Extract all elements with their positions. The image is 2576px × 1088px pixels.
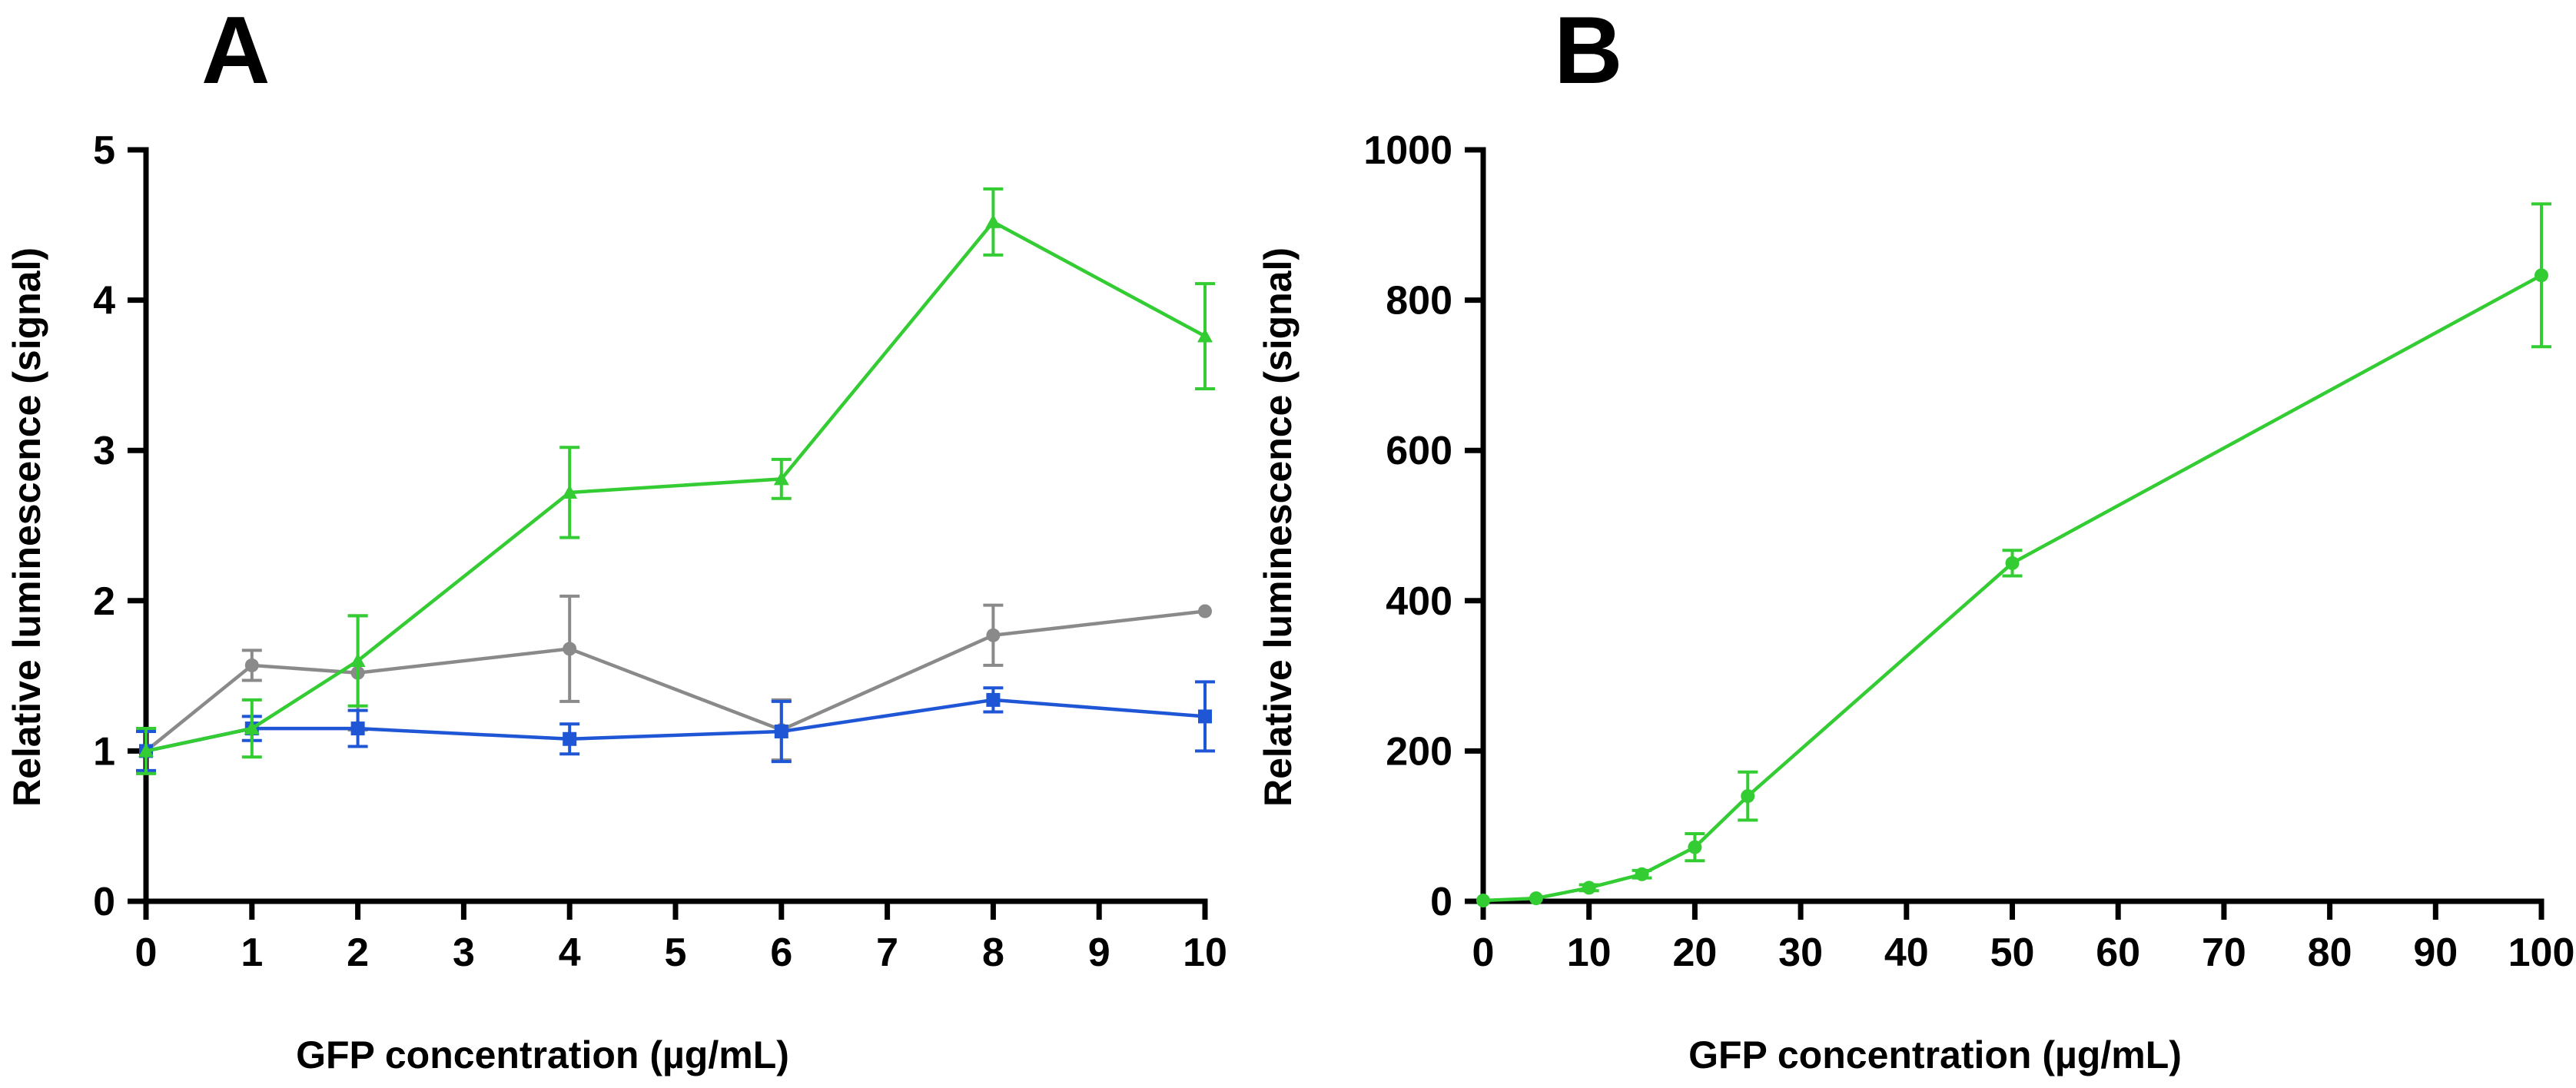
panel-a-series-line-green xyxy=(145,220,1207,753)
panel-b-y-tick-label: 200 xyxy=(1386,729,1452,774)
panel-a-series-line-blue xyxy=(145,698,1206,753)
panel-a-x-tick-label: 10 xyxy=(1183,930,1227,975)
panel-b-x-tick-label: 0 xyxy=(1472,930,1495,975)
panel-a-point-gray xyxy=(563,642,577,656)
panel-a-x-tick-label: 4 xyxy=(559,930,581,975)
panel-b-x-axis-title: GFP concentration (µg/mL) xyxy=(1688,1033,2182,1076)
panel-b-series-line-green xyxy=(1482,274,2543,903)
panel-b-point-green xyxy=(1582,881,1596,895)
panel-b-point-green xyxy=(1635,867,1649,881)
panel-b-x-tick-label: 80 xyxy=(2308,930,2352,975)
panel-a-point-green xyxy=(350,653,366,668)
panel-a-axes: 0 1 2 3 4 5 6 7 8 9 10 0 1 2 3 4 5 xyxy=(93,128,1227,975)
panel-b-x-tick-label: 70 xyxy=(2202,930,2246,975)
panel-b-x-tick-label: 50 xyxy=(1990,930,2035,975)
panel-b-point-green xyxy=(1741,789,1755,804)
panel-b-point-green xyxy=(2535,268,2548,283)
panel-b-series-green xyxy=(1476,202,2551,908)
panel-b-y-tick-label: 600 xyxy=(1386,429,1452,473)
panel-a-series-green xyxy=(136,187,1215,775)
panel-a-x-tick-label: 6 xyxy=(770,930,792,975)
panel-a-point-gray xyxy=(244,658,259,672)
panel-a-y-tick-label: 4 xyxy=(93,279,115,323)
panel-b-x-tick-label: 30 xyxy=(1778,930,1823,975)
panel-a-point-green xyxy=(773,471,789,486)
panel-b-point-green xyxy=(1476,894,1490,908)
panel-a-point-green xyxy=(1197,328,1213,343)
panel-a-plot-area xyxy=(136,187,1215,775)
panel-a-x-tick-label: 3 xyxy=(453,930,475,975)
panel-b-plot-area xyxy=(1476,202,2551,908)
panel-a-y-tick-label: 0 xyxy=(93,880,115,924)
panel-b-y-tick-label: 800 xyxy=(1386,279,1452,323)
panel-a-series-gray xyxy=(136,594,1212,775)
panel-label-b: B xyxy=(1554,0,1623,104)
panel-a-point-green xyxy=(244,721,260,735)
panel-a-x-tick-label: 8 xyxy=(982,930,1004,975)
panel-a-x-tick-label: 2 xyxy=(347,930,369,975)
panel-a-y-tick-label: 2 xyxy=(93,579,115,624)
panel-b-x-tick-label: 40 xyxy=(1884,930,1929,975)
panel-a-point-blue xyxy=(1198,709,1212,724)
panel-a-point-blue xyxy=(986,692,1001,707)
panel-a-y-tick-label: 3 xyxy=(93,429,115,473)
panel-a-x-tick-label: 0 xyxy=(135,930,158,975)
panel-b-x-tick-label: 20 xyxy=(1672,930,1717,975)
panel-a-point-green xyxy=(562,484,578,499)
panel-a-point-blue xyxy=(774,724,788,738)
panel-a: A 0 1 2 3 4 5 6 7 8 9 10 0 1 2 3 4 5 GFP concentration (… xyxy=(5,0,1227,1076)
panel-a-y-tick-label: 1 xyxy=(93,729,115,774)
panel-a-y-axis-title: Relative luminescence (signal) xyxy=(5,247,48,807)
panel-a-point-blue xyxy=(563,731,577,746)
panel-a-y-tick-label: 5 xyxy=(93,128,115,173)
panel-b-y-axis-title: Relative luminescence (signal) xyxy=(1256,247,1300,807)
panel-a-x-tick-label: 1 xyxy=(241,930,263,975)
panel-b-x-tick-label: 60 xyxy=(2096,930,2140,975)
panel-label-a: A xyxy=(201,0,271,104)
panel-a-point-green xyxy=(985,214,1001,228)
panel-b: B 0 10 20 30 40 50 60 70 80 90 1000200400600800100… xyxy=(1256,0,2574,1076)
panel-b-x-tick-label: 10 xyxy=(1567,930,1612,975)
panel-a-point-gray xyxy=(986,628,1001,642)
panel-b-y-tick-label: 1000 xyxy=(1363,128,1452,173)
panel-a-x-axis-title: GFP concentration (µg/mL) xyxy=(296,1033,789,1076)
panel-a-point-blue xyxy=(350,721,365,736)
panel-b-x-tick-label: 90 xyxy=(2413,930,2458,975)
panel-a-point-gray xyxy=(1198,604,1212,619)
panel-b-x-tick-label: 100 xyxy=(2508,930,2575,975)
panel-b-point-green xyxy=(1529,891,1543,906)
panel-a-x-tick-label: 7 xyxy=(876,930,898,975)
panel-b-y-tick-label: 400 xyxy=(1386,579,1452,624)
panel-a-series-blue xyxy=(136,680,1215,772)
panel-a-x-tick-label: 9 xyxy=(1088,930,1110,975)
panel-b-point-green xyxy=(2005,556,2020,570)
panel-a-x-tick-label: 5 xyxy=(665,930,687,975)
panel-a-point-green xyxy=(138,743,154,758)
panel-b-y-tick-label: 0 xyxy=(1430,880,1452,924)
panel-b-point-green xyxy=(1688,840,1702,854)
